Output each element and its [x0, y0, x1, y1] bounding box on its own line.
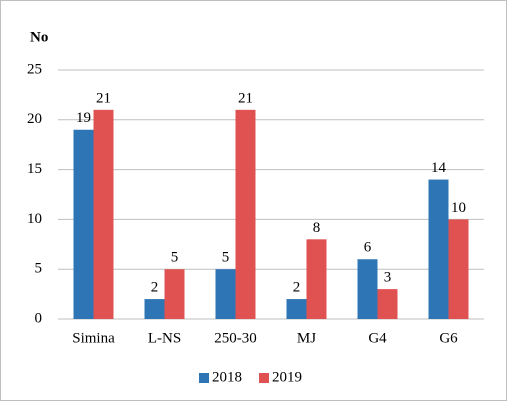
y-tick-label: 20 — [27, 111, 42, 127]
bar — [93, 109, 114, 319]
data-label: 2 — [293, 280, 301, 296]
data-label: 6 — [364, 240, 372, 256]
bar — [428, 179, 449, 319]
bar — [164, 269, 185, 319]
bar — [448, 219, 469, 319]
data-label: 10 — [451, 200, 466, 216]
bar — [215, 269, 236, 319]
data-label: 3 — [384, 270, 392, 286]
data-label: 21 — [238, 90, 253, 106]
x-tick-label: Simina — [72, 330, 115, 346]
bar — [144, 299, 165, 319]
y-axis-title: No — [30, 29, 48, 45]
bar — [306, 239, 327, 319]
data-label: 5 — [222, 250, 230, 266]
y-tick-label: 10 — [27, 211, 42, 227]
x-tick-label: MJ — [297, 330, 316, 346]
data-label: 5 — [171, 250, 179, 266]
data-label: 14 — [431, 160, 447, 176]
bar — [235, 109, 256, 319]
bar — [286, 299, 307, 319]
bar — [357, 259, 378, 319]
y-tick-label: 0 — [35, 310, 43, 326]
data-label: 19 — [76, 110, 91, 126]
x-tick-label: G6 — [439, 330, 458, 346]
x-tick-label: G4 — [368, 330, 387, 346]
bar — [377, 289, 398, 319]
y-tick-label: 15 — [27, 161, 42, 177]
legend-swatch — [259, 373, 269, 383]
data-label: 21 — [96, 90, 111, 106]
legend-label: 2019 — [272, 369, 302, 385]
data-label: 8 — [313, 220, 321, 236]
y-tick-label: 5 — [35, 261, 43, 277]
y-tick-label: 25 — [27, 61, 42, 77]
x-tick-label: L-NS — [148, 330, 181, 346]
bar — [73, 129, 94, 319]
legend-label: 2018 — [212, 369, 242, 385]
x-tick-label: 250-30 — [214, 330, 257, 346]
data-label: 2 — [151, 280, 159, 296]
legend-swatch — [199, 373, 209, 383]
